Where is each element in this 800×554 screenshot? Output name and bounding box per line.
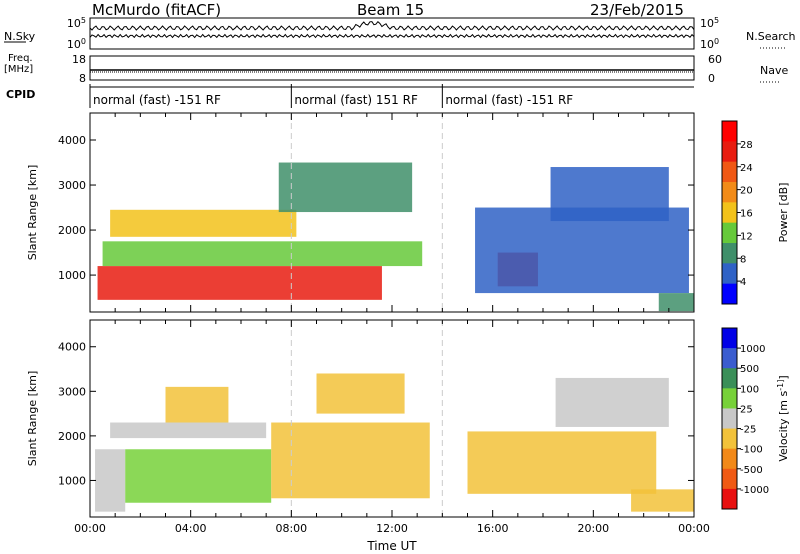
mhz-label: [MHz] bbox=[4, 64, 34, 75]
power-data-band bbox=[658, 293, 694, 312]
velocity-data-band bbox=[110, 422, 267, 439]
power-colorbar-tick-label: 4 bbox=[740, 277, 746, 288]
nsky-trace bbox=[89, 20, 695, 31]
power-data-band bbox=[278, 162, 413, 213]
velocity-colorbar-label: Velocity [m s-1]] bbox=[776, 375, 790, 461]
cpid-segment-label: normal (fast) 151 RF bbox=[294, 93, 418, 107]
nsearch-label: N.Search bbox=[746, 30, 796, 43]
velocity-ytick-label: 2000 bbox=[58, 430, 86, 443]
power-colorbar-cell bbox=[722, 283, 737, 305]
station-title: McMurdo (fitACF) bbox=[92, 1, 222, 19]
velocity-colorbar-tick-label: 1000 bbox=[740, 344, 765, 355]
velocity-data-band bbox=[271, 422, 430, 499]
power-colorbar-tick-label: 24 bbox=[740, 163, 753, 174]
power-ylabel: Slant Range [km] bbox=[26, 165, 39, 261]
velocity-data-band bbox=[125, 449, 272, 503]
nsearch-trace bbox=[89, 33, 695, 39]
freq-frame bbox=[89, 55, 695, 81]
power-colorbar-cell bbox=[722, 243, 737, 264]
velocity-colorbar-tick-label: 25 bbox=[740, 404, 753, 415]
power-colorbar-tick-label: 8 bbox=[740, 254, 746, 265]
velocity-xtick-label: 16:00 bbox=[477, 522, 509, 535]
power-colorbar-cell bbox=[722, 141, 737, 163]
power-colorbar-cell bbox=[722, 121, 737, 142]
velocity-ytick-label: 4000 bbox=[58, 341, 86, 354]
velocity-data-band bbox=[631, 489, 694, 512]
velocity-colorbar-tick-label: 100 bbox=[740, 384, 759, 395]
velocity-colorbar-tick-label: 500 bbox=[740, 364, 759, 375]
power-ytick-label: 3000 bbox=[58, 179, 86, 192]
velocity-colorbar-tick-label: -25 bbox=[740, 425, 756, 436]
power-colorbar-tick-label: 12 bbox=[740, 231, 753, 242]
velocity-colorbar-tick-label: -100 bbox=[740, 445, 763, 456]
cpid-segment-label: normal (fast) -151 RF bbox=[93, 93, 221, 107]
power-panel bbox=[97, 162, 694, 312]
nsearch-tick-label: 100 bbox=[700, 37, 719, 51]
freq-tick-label: 18 bbox=[72, 53, 86, 66]
power-colorbar-tick-label: 20 bbox=[740, 186, 753, 197]
power-colorbar-cell bbox=[722, 161, 737, 183]
velocity-colorbar-cell bbox=[722, 448, 737, 470]
nsky-frame bbox=[89, 17, 695, 50]
cpid-segment-label: normal (fast) -151 RF bbox=[445, 93, 573, 107]
velocity-colorbar-cell bbox=[722, 388, 737, 409]
velocity-data-band bbox=[95, 449, 126, 512]
velocity-colorbar-cell bbox=[722, 428, 737, 450]
power-ytick-label: 2000 bbox=[58, 224, 86, 237]
velocity-data-band bbox=[316, 373, 405, 414]
velocity-xtick-label: 08:00 bbox=[275, 522, 307, 535]
velocity-colorbar-frame bbox=[721, 327, 738, 510]
power-data-band bbox=[550, 167, 669, 222]
power-colorbar-label: Power [dB] bbox=[777, 183, 790, 243]
power-colorbar-cell bbox=[722, 182, 737, 203]
velocity-xtick-label: 20:00 bbox=[577, 522, 609, 535]
power-data-band bbox=[97, 266, 382, 300]
power-colorbar-tick-label: 16 bbox=[740, 209, 753, 220]
velocity-data-band bbox=[467, 431, 657, 494]
velocity-xtick-label: 00:00 bbox=[74, 522, 106, 535]
power-colorbar-tick-label: 28 bbox=[740, 140, 753, 151]
velocity-colorbar-cell bbox=[722, 408, 737, 430]
velocity-colorbar-cell bbox=[722, 348, 737, 369]
time-axis-title: Time UT bbox=[366, 539, 417, 553]
power-data-band bbox=[475, 207, 689, 294]
power-data-band bbox=[110, 209, 297, 237]
velocity-ytick-label: 1000 bbox=[58, 474, 86, 487]
power-data-band bbox=[102, 241, 423, 267]
power-ytick-label: 1000 bbox=[58, 269, 86, 282]
velocity-xtick-label: 12:00 bbox=[376, 522, 408, 535]
velocity-xtick-label: 00:00 bbox=[678, 522, 710, 535]
velocity-data-band bbox=[165, 386, 229, 423]
velocity-colorbar-cell bbox=[722, 488, 737, 510]
velocity-colorbar-tick-label: -500 bbox=[740, 465, 763, 476]
velocity-data-band bbox=[555, 377, 669, 427]
nave-label: Nave bbox=[760, 64, 789, 77]
velocity-ylabel: Slant Range [km] bbox=[26, 371, 39, 467]
date-title: 23/Feb/2015 bbox=[590, 1, 684, 19]
freq-tick-label: 8 bbox=[79, 72, 86, 85]
velocity-colorbar-cell bbox=[722, 328, 737, 349]
nsky-tick-label: 100 bbox=[67, 37, 86, 51]
velocity-colorbar-tick-label: -1000 bbox=[740, 485, 769, 496]
velocity-colorbar-cell bbox=[722, 468, 737, 490]
beam-title: Beam 15 bbox=[357, 1, 425, 19]
velocity-xtick-label: 04:00 bbox=[175, 522, 207, 535]
cpid-label: CPID bbox=[6, 88, 36, 101]
nsky-label: N.Sky bbox=[4, 30, 36, 43]
velocity-ytick-label: 3000 bbox=[58, 385, 86, 398]
power-colorbar-cell bbox=[722, 263, 737, 285]
nave-tick-label: 60 bbox=[708, 53, 722, 66]
power-colorbar-cell bbox=[722, 202, 737, 224]
velocity-panel bbox=[95, 373, 694, 512]
power-ytick-label: 4000 bbox=[58, 134, 86, 147]
freq-label: Freq. bbox=[8, 53, 33, 64]
velocity-colorbar-cell bbox=[722, 368, 737, 389]
nsky-tick-label: 105 bbox=[67, 16, 86, 30]
power-colorbar-cell bbox=[722, 222, 737, 244]
nsearch-tick-label: 105 bbox=[700, 16, 719, 30]
nave-tick-label: 0 bbox=[708, 72, 715, 85]
